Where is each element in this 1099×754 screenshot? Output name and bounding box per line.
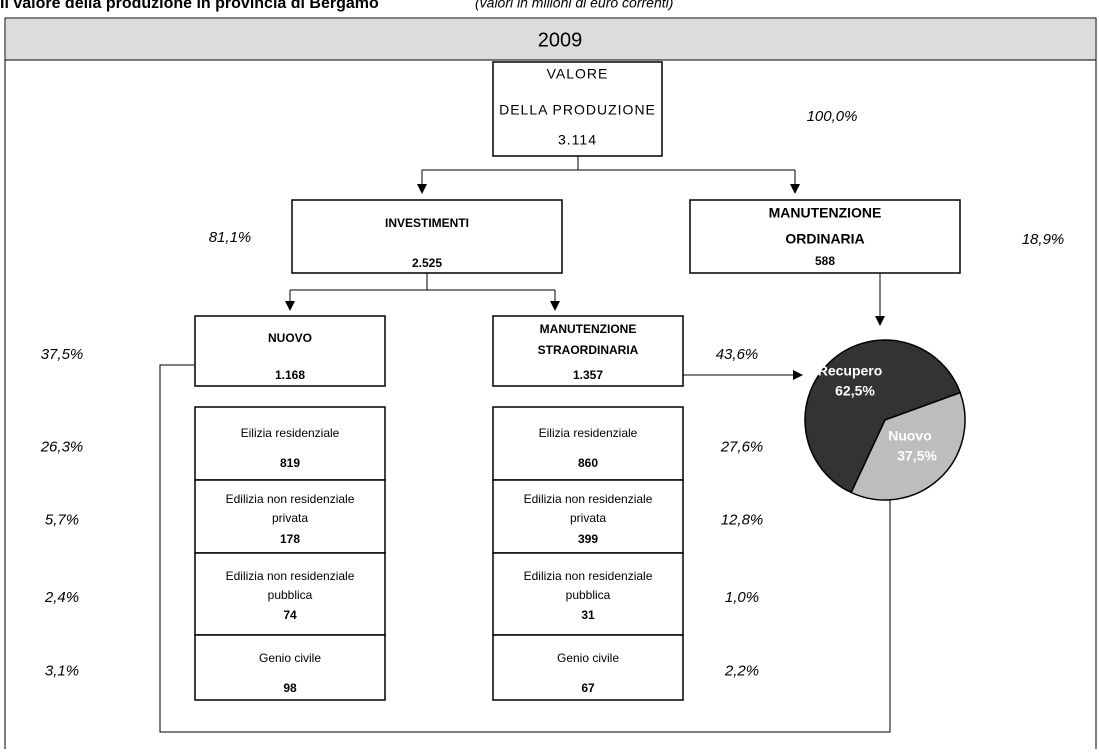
cell-text: Genio civile (259, 651, 321, 665)
cell-text: 819 (280, 456, 300, 470)
node-text: MANUTENZIONE (769, 205, 882, 221)
cell-text: Edilizia non residenziale (524, 569, 653, 583)
pie-value: 37,5% (897, 448, 937, 464)
cell-text: 67 (581, 681, 595, 695)
table-cell (492, 552, 684, 636)
pie-value: 62,5% (835, 383, 875, 399)
node-text: DELLA PRODUZIONE (499, 102, 656, 118)
cell-text: Edilizia non residenziale (226, 492, 355, 506)
pie-slice (850, 391, 966, 501)
pie-slice (804, 339, 962, 494)
node-box (492, 61, 663, 157)
node-text: INVESTIMENTI (385, 216, 469, 230)
row-share: 1,0% (725, 589, 759, 606)
cell-text: 399 (578, 532, 598, 546)
node-text: 1.168 (275, 368, 305, 382)
node-box (291, 199, 563, 274)
cell-text: pubblica (268, 588, 313, 602)
subtitle: (valori in milioni di euro correnti) (475, 0, 673, 11)
node-box (492, 315, 684, 387)
node-text: MANUTENZIONE (540, 322, 637, 336)
title: Il valore della produzione in provincia … (0, 0, 379, 12)
row-share: 3,1% (45, 662, 79, 679)
year-band (6, 19, 1095, 60)
node-share: 18,9% (1022, 231, 1065, 248)
row-share: 27,6% (720, 438, 764, 455)
row-share: 2,4% (44, 589, 79, 606)
node-text: 588 (815, 254, 835, 268)
node-text: 1.357 (573, 368, 603, 382)
cell-text: Edilizia non residenziale (524, 492, 653, 506)
node-box (689, 199, 961, 274)
node-share: 37,5% (41, 346, 84, 363)
cell-text: 98 (283, 681, 297, 695)
table-cell (194, 552, 386, 636)
pie-label: Nuovo (888, 428, 932, 444)
node-share: 100,0% (807, 108, 858, 125)
node-text: NUOVO (268, 331, 312, 345)
pie-label: Recupero (818, 363, 883, 379)
table-cell (492, 406, 684, 481)
table-cell (194, 634, 386, 701)
node-text: VALORE (547, 66, 609, 82)
node-text: STRAORDINARIA (538, 343, 639, 357)
node-share: 81,1% (209, 229, 252, 246)
cell-text: 860 (578, 456, 598, 470)
cell-text: privata (570, 511, 606, 525)
row-share: 2,2% (724, 662, 759, 679)
table-cell (492, 634, 684, 701)
table-cell (194, 406, 386, 481)
cell-text: pubblica (566, 588, 611, 602)
node-box (194, 315, 386, 387)
cell-text: 74 (283, 608, 297, 622)
cell-text: Eilizia residenziale (539, 426, 638, 440)
node-text: 3.114 (558, 132, 597, 148)
cell-text: Genio civile (557, 651, 619, 665)
cell-text: Eilizia residenziale (241, 426, 340, 440)
node-share: 43,6% (716, 346, 759, 363)
row-share: 5,7% (45, 511, 79, 528)
year: 2009 (538, 29, 583, 51)
row-share: 26,3% (40, 438, 84, 455)
node-text: ORDINARIA (785, 231, 864, 247)
cell-text: Edilizia non residenziale (226, 569, 355, 583)
cell-text: 31 (581, 608, 595, 622)
connectors (159, 156, 895, 733)
cell-text: privata (272, 511, 308, 525)
cell-text: 178 (280, 532, 300, 546)
node-text: 2.525 (412, 256, 442, 270)
row-share: 12,8% (721, 511, 764, 528)
